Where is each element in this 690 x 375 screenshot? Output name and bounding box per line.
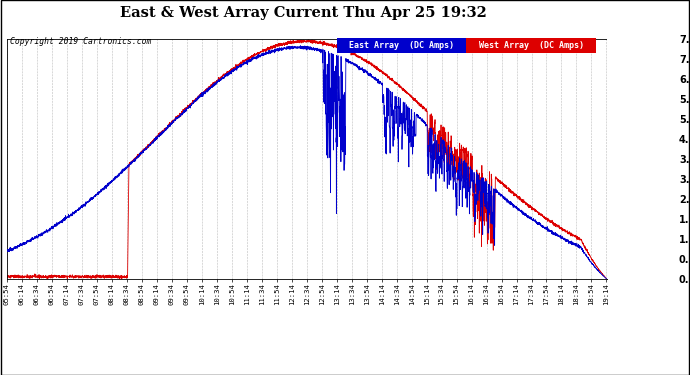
Text: East & West Array Current Thu Apr 25 19:32: East & West Array Current Thu Apr 25 19:… (120, 6, 487, 20)
Text: East Array  (DC Amps): East Array (DC Amps) (349, 41, 454, 50)
Text: West Array  (DC Amps): West Array (DC Amps) (479, 41, 584, 50)
Text: Copyright 2019 Cartronics.com: Copyright 2019 Cartronics.com (10, 38, 152, 46)
